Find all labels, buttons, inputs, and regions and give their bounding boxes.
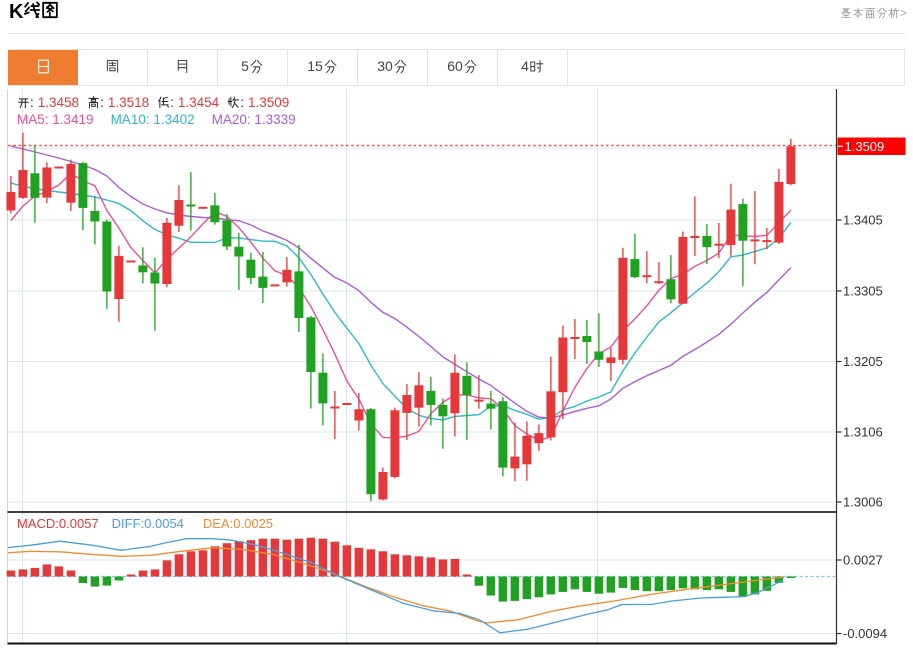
svg-text:1.3405: 1.3405 <box>843 213 883 228</box>
svg-text:-0.0094: -0.0094 <box>843 626 887 641</box>
svg-text:1.3509: 1.3509 <box>845 139 885 154</box>
svg-text:0.0027: 0.0027 <box>843 553 883 568</box>
svg-text:1.3305: 1.3305 <box>843 284 883 299</box>
svg-text:1.3106: 1.3106 <box>843 425 883 440</box>
svg-text:1.3205: 1.3205 <box>843 354 883 369</box>
svg-text:1.3006: 1.3006 <box>843 495 883 510</box>
